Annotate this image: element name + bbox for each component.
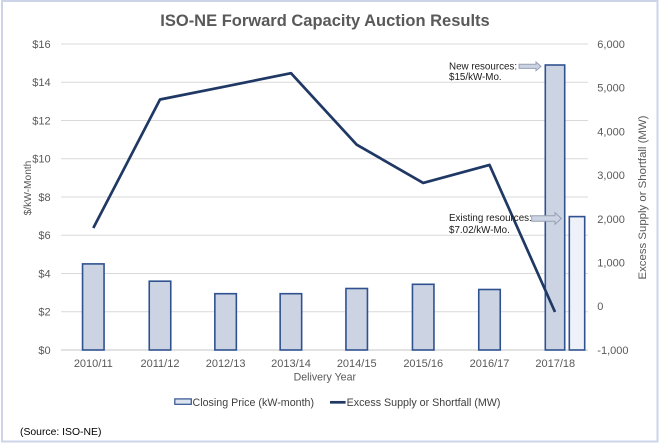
- svg-text:Existing resources:: Existing resources:: [449, 213, 532, 224]
- svg-text:$12: $12: [32, 115, 50, 127]
- svg-text:$6: $6: [38, 230, 50, 242]
- svg-text:2017/18: 2017/18: [535, 358, 575, 370]
- svg-text:Excess Supply or Shortfall (MW: Excess Supply or Shortfall (MW): [347, 397, 501, 409]
- svg-text:Closing Price (kW-month): Closing Price (kW-month): [193, 397, 315, 409]
- svg-text:2014/15: 2014/15: [337, 358, 377, 370]
- svg-text:$0: $0: [38, 345, 50, 357]
- svg-text:$2: $2: [38, 307, 50, 319]
- svg-text:5,000: 5,000: [597, 83, 625, 95]
- svg-text:-1,000: -1,000: [597, 345, 628, 357]
- svg-text:ISO-NE Forward Capacity Auctio: ISO-NE Forward Capacity Auction Results: [160, 12, 489, 30]
- svg-text:2010/11: 2010/11: [74, 358, 113, 370]
- svg-text:0: 0: [597, 301, 603, 313]
- svg-text:New resources:: New resources:: [449, 61, 517, 72]
- svg-text:$4: $4: [38, 268, 50, 280]
- svg-text:$14: $14: [32, 77, 50, 89]
- svg-text:$8: $8: [38, 192, 50, 204]
- svg-text:$15/kW-Mo.: $15/kW-Mo.: [449, 72, 502, 83]
- svg-text:2016/17: 2016/17: [470, 358, 510, 370]
- svg-text:$/kW-Month: $/kW-Month: [23, 161, 34, 216]
- svg-text:Excess Supply or Shortfall (MW: Excess Supply or Shortfall (MW): [637, 115, 649, 279]
- svg-text:$7.02/kW-Mo.: $7.02/kW-Mo.: [449, 225, 510, 236]
- svg-text:$10: $10: [32, 154, 50, 166]
- svg-text:1,000: 1,000: [597, 257, 625, 269]
- svg-text:3,000: 3,000: [597, 170, 625, 182]
- svg-text:(Source: ISO-NE): (Source: ISO-NE): [20, 427, 101, 438]
- svg-text:2012/13: 2012/13: [206, 358, 246, 370]
- svg-text:2011/12: 2011/12: [141, 358, 180, 370]
- svg-text:2015/16: 2015/16: [403, 358, 443, 370]
- svg-text:6,000: 6,000: [597, 39, 625, 51]
- svg-text:$16: $16: [32, 39, 50, 51]
- svg-text:Delivery Year: Delivery Year: [294, 372, 357, 384]
- svg-text:4,000: 4,000: [597, 126, 625, 138]
- svg-text:2013/14: 2013/14: [271, 358, 311, 370]
- svg-text:2,000: 2,000: [597, 214, 625, 226]
